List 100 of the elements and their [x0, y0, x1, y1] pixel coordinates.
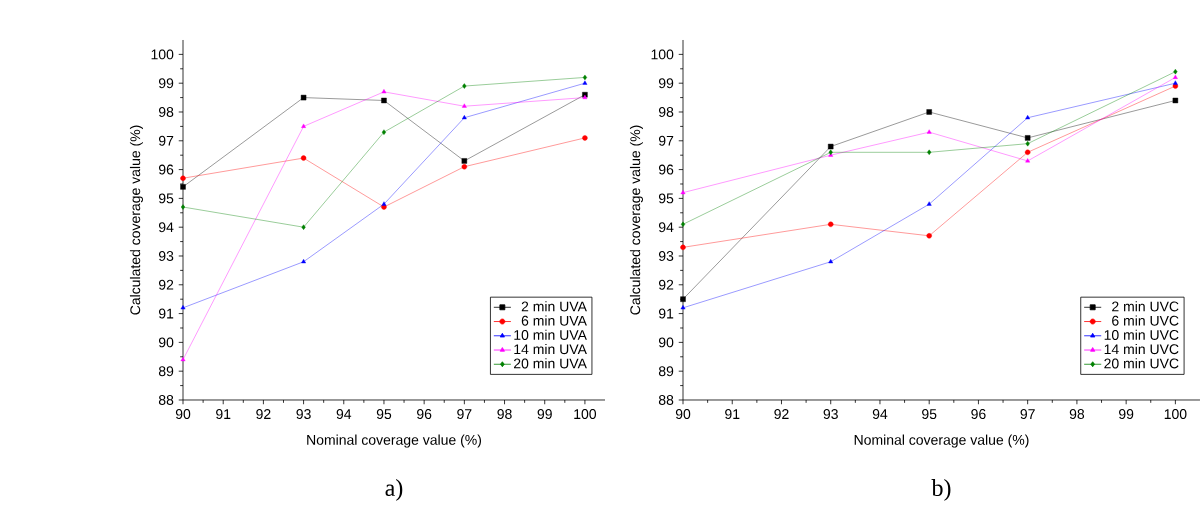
x-axis-title: Nominal coverage value (%)	[307, 434, 482, 448]
y-tick-label: 92	[658, 279, 674, 290]
y-tick-label: 90	[658, 337, 674, 348]
point	[381, 89, 387, 94]
y-tick-label: 88	[658, 395, 674, 405]
point	[1024, 149, 1031, 156]
x-tick-label: 93	[823, 409, 838, 420]
y-tick-label: 100	[151, 49, 174, 60]
point	[926, 233, 932, 239]
point	[381, 201, 387, 206]
x-tick-label: 92	[774, 409, 789, 420]
y-tick-label: 94	[158, 222, 174, 233]
point	[582, 80, 588, 85]
y-tick-label: 99	[158, 78, 174, 89]
point	[1024, 135, 1031, 141]
point	[926, 109, 932, 115]
point	[462, 83, 467, 89]
point	[1172, 97, 1179, 104]
point	[1025, 140, 1030, 147]
y-tick-label: 97	[158, 135, 174, 146]
y-tick-label: 100	[651, 49, 674, 60]
point	[180, 204, 186, 210]
point	[1173, 68, 1178, 75]
legend-label: 14 min UVA	[514, 343, 587, 355]
y-tick-label: 95	[158, 193, 174, 204]
legend-label: 10 min UVA	[514, 329, 587, 340]
y-tick-label: 93	[158, 251, 174, 261]
x-tick-label: 94	[336, 409, 352, 420]
text: a)	[385, 479, 403, 501]
y-tick-label: 89	[658, 366, 674, 377]
legend-label: 2 min UVC	[1112, 301, 1179, 312]
point	[680, 221, 686, 228]
x-tick-label: 96	[417, 409, 432, 420]
text: b)	[931, 479, 951, 501]
point	[828, 259, 834, 264]
y-tick-label: 98	[158, 107, 174, 117]
x-tick-label: 99	[537, 409, 552, 420]
y-tick-label: 88	[158, 395, 174, 405]
point	[680, 189, 686, 195]
y-tick-label: 94	[658, 222, 674, 233]
y-tick-label: 98	[658, 107, 674, 117]
x-tick-label: 92	[256, 409, 271, 420]
point	[680, 296, 686, 302]
x-axis-title: Nominal coverage value (%)	[854, 434, 1029, 448]
point	[1172, 83, 1179, 89]
point	[301, 123, 306, 128]
x-tick-label: 100	[1164, 409, 1187, 420]
legend-label: 14 min UVC	[1104, 343, 1179, 355]
x-tick-label: 90	[175, 409, 191, 420]
point	[927, 149, 932, 156]
x-tick-label: 100	[574, 409, 597, 420]
point	[680, 305, 686, 310]
point	[828, 221, 834, 228]
point	[180, 356, 186, 362]
y-axis-title: Calculated coverage value (%)	[129, 125, 143, 315]
point	[461, 158, 468, 164]
point	[300, 94, 307, 101]
point	[381, 129, 387, 135]
x-tick-label: 95	[922, 409, 937, 420]
point	[926, 129, 932, 134]
x-tick-label: 97	[457, 409, 472, 420]
y-tick-label: 99	[658, 78, 674, 89]
y-axis-title: Calculated coverage value (%)	[629, 125, 643, 315]
point	[301, 224, 306, 230]
point	[300, 155, 307, 161]
y-tick-label: 93	[658, 251, 674, 261]
x-tick-label: 94	[872, 409, 888, 420]
point	[180, 184, 186, 190]
point	[461, 164, 468, 170]
x-tick-label: 99	[1119, 409, 1134, 420]
y-tick-label: 91	[158, 308, 174, 319]
point	[461, 115, 467, 120]
x-tick-label: 98	[1069, 409, 1085, 420]
point	[828, 143, 834, 150]
point	[582, 135, 588, 141]
point	[1173, 80, 1178, 85]
y-tick-label: 89	[158, 366, 174, 377]
y-tick-label: 96	[658, 164, 674, 175]
x-tick-label: 93	[296, 409, 311, 420]
point	[461, 103, 467, 108]
y-tick-label: 96	[158, 164, 174, 175]
y-tick-label: 95	[658, 193, 674, 204]
point	[180, 305, 186, 310]
x-tick-label: 95	[376, 409, 392, 420]
x-tick-label: 97	[1020, 409, 1035, 420]
point	[1173, 74, 1178, 79]
legend-label: 6 min UVC	[1112, 315, 1179, 326]
point	[381, 97, 387, 104]
point	[680, 244, 686, 251]
point	[582, 74, 587, 81]
x-tick-label: 90	[675, 409, 691, 420]
point	[301, 259, 306, 264]
point	[1025, 115, 1031, 120]
legend-label: 20 min UVC	[1104, 358, 1179, 369]
x-tick-label: 98	[497, 409, 512, 420]
legend-label: 20 min UVA	[514, 358, 587, 369]
x-tick-label: 96	[971, 409, 986, 420]
point	[381, 204, 387, 210]
y-tick-label: 97	[658, 135, 674, 146]
legend-label: 6 min UVA	[521, 315, 587, 326]
